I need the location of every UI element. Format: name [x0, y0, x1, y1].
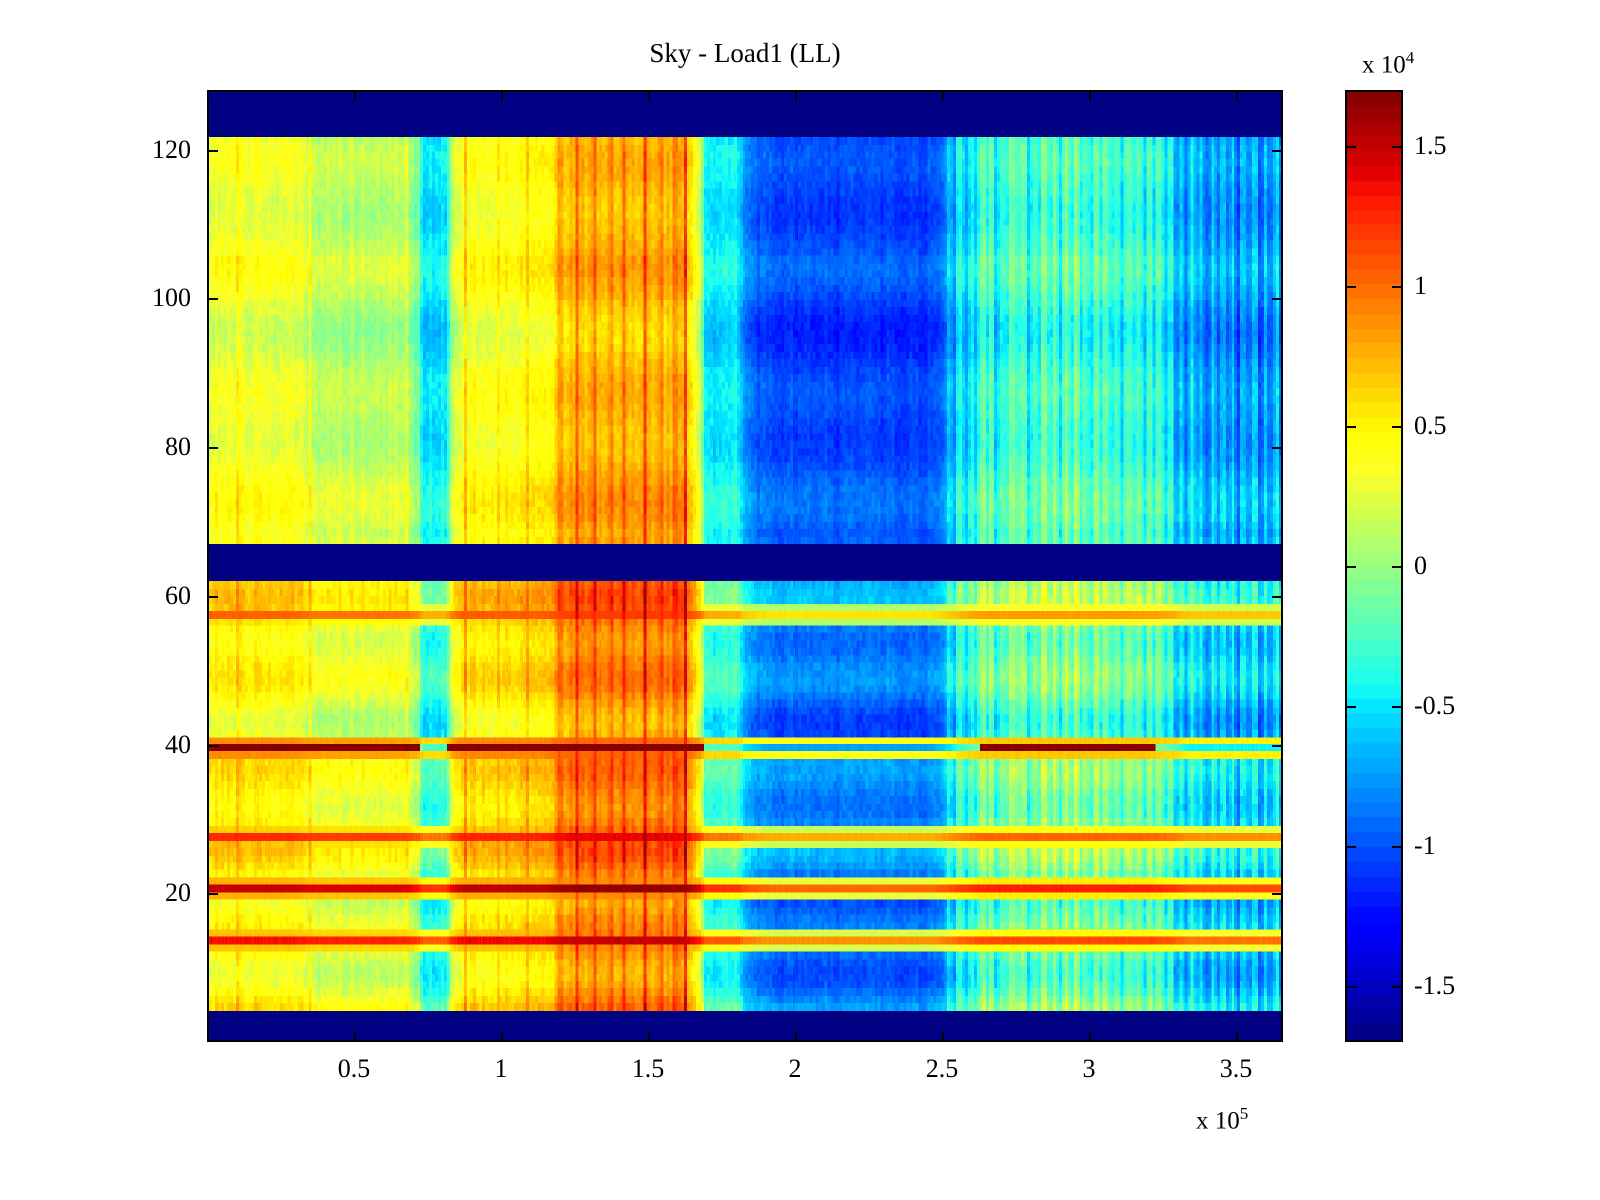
colorbar-tick-mark-left [1345, 706, 1356, 708]
colorbar-exponent-text: x 10 [1362, 51, 1406, 79]
colorbar-tick-mark-left [1345, 566, 1356, 568]
colorbar-tick-mark-right [1392, 706, 1403, 708]
y-axis-tick-mark [207, 893, 218, 896]
y-axis-tick-mark-right [1272, 447, 1283, 449]
colorbar-tick-mark-right [1392, 426, 1403, 428]
y-axis-tick-mark-right [1272, 595, 1283, 598]
x-exponent-power: 5 [1239, 1104, 1249, 1123]
colorbar-tick-label: 1 [1414, 271, 1427, 300]
y-axis-tick-label: 120 [152, 134, 191, 164]
colorbar-exponent-power: 4 [1405, 48, 1415, 67]
x-axis-tick-mark-top [794, 90, 797, 101]
x-axis-tick-label: 2 [788, 1054, 802, 1083]
colorbar-tick-label: -0.5 [1414, 691, 1456, 720]
y-axis-tick-label: 40 [165, 729, 191, 759]
colorbar-tick-mark-right [1392, 146, 1403, 148]
colorbar-exponent-label: x 104 [1362, 48, 1414, 79]
x-axis-tick-mark [1088, 1031, 1091, 1042]
y-axis-tick-mark-right [1272, 149, 1283, 152]
y-axis-tick-label: 20 [165, 878, 191, 908]
x-axis-tick-label: 3.5 [1219, 1054, 1253, 1083]
x-axis-tick-mark-top [1088, 90, 1091, 101]
heatmap-axes [207, 90, 1283, 1042]
x-axis-tick-mark-top [1235, 90, 1238, 101]
x-exponent-text: x 10 [1196, 1107, 1240, 1135]
colorbar-tick-mark-right [1392, 286, 1403, 288]
x-axis-tick-mark [353, 1031, 356, 1042]
y-axis-tick-mark [207, 149, 218, 152]
colorbar-tick-label: -1.5 [1414, 971, 1456, 1000]
y-axis-tick-mark [207, 595, 218, 598]
x-axis-tick-mark [1235, 1031, 1238, 1042]
y-axis-tick-mark-right [1272, 298, 1283, 301]
x-axis-tick-label: 0.5 [337, 1054, 371, 1083]
y-axis-tick-mark-right [1272, 744, 1283, 747]
colorbar-tick-label: 1.5 [1414, 131, 1447, 160]
x-axis-tick-label: 2.5 [925, 1054, 959, 1083]
colorbar-tick-mark-left [1345, 146, 1356, 148]
x-axis-tick-mark-top [647, 90, 650, 101]
y-axis-tick-label: 80 [165, 432, 191, 461]
x-axis-tick-mark [941, 1031, 944, 1042]
colorbar-tick-mark-right [1392, 566, 1403, 568]
y-axis-tick-mark [207, 447, 218, 449]
x-axis-tick-mark-top [500, 90, 503, 101]
colorbar-tick-label: 0 [1414, 551, 1427, 580]
colorbar-tick-mark-right [1392, 846, 1403, 848]
heatmap-image [209, 92, 1281, 1040]
x-axis-tick-mark-top [353, 90, 356, 101]
x-axis-tick-mark-top [941, 90, 944, 101]
colorbar-tick-mark-left [1345, 846, 1356, 848]
page-title: Sky - Load1 (LL) [649, 38, 841, 68]
y-axis-tick-mark [207, 298, 218, 301]
x-axis-tick-label: 1 [494, 1054, 508, 1083]
x-axis-tick-label: 1.5 [631, 1054, 665, 1083]
x-axis-tick-mark [794, 1031, 797, 1042]
colorbar-tick-mark-left [1345, 426, 1356, 428]
y-axis-tick-mark [207, 744, 218, 747]
y-axis-tick-label: 100 [152, 283, 191, 313]
colorbar-tick-mark-left [1345, 986, 1356, 988]
x-axis-tick-mark [647, 1031, 650, 1042]
x-axis-tick-label: 3 [1082, 1054, 1096, 1083]
colorbar-tick-mark-right [1392, 986, 1403, 988]
x-axis-tick-mark [500, 1031, 503, 1042]
colorbar-tick-label: 0.5 [1414, 411, 1447, 440]
colorbar-tick-label: -1 [1414, 831, 1436, 860]
colorbar-tick-mark-left [1345, 286, 1356, 288]
y-axis-tick-label: 60 [165, 580, 191, 610]
x-axis-exponent-label: x 105 [1196, 1104, 1248, 1135]
y-axis-tick-mark-right [1272, 893, 1283, 896]
